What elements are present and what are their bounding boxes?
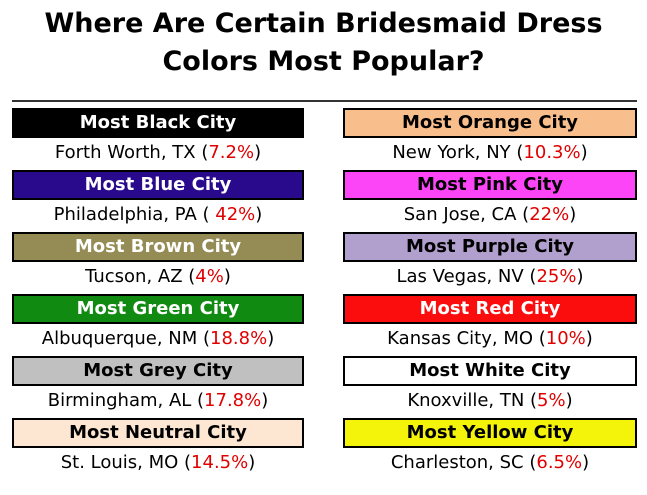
city-name: St. Louis, MO ( xyxy=(60,452,192,473)
percentage: 42% xyxy=(215,204,256,225)
close-paren: ) xyxy=(569,204,577,225)
category-label: Most Purple City xyxy=(343,232,637,262)
title-line: Colors Most Popular? xyxy=(162,46,485,77)
city-name: Kansas City, MO ( xyxy=(387,328,546,349)
category-label: Most Brown City xyxy=(12,232,304,262)
city-name: Albuquerque, NM ( xyxy=(41,328,210,349)
close-paren: ) xyxy=(582,452,590,473)
close-paren: ) xyxy=(580,142,588,163)
city-name: Knoxville, TN ( xyxy=(407,390,538,411)
category-label: Most Red City xyxy=(343,294,637,324)
close-paren: ) xyxy=(248,452,256,473)
city-name: Tucson, AZ ( xyxy=(85,266,196,287)
percentage: 6.5% xyxy=(536,452,583,473)
city-line: Albuquerque, NM (18.8%) xyxy=(12,327,304,351)
category-label: Most Yellow City xyxy=(343,418,637,448)
category-label: Most Orange City xyxy=(343,108,637,138)
percentage: 7.2% xyxy=(208,142,255,163)
category-label: Most Blue City xyxy=(12,170,304,200)
category-label: Most Black City xyxy=(12,108,304,138)
percentage: 10.3% xyxy=(523,142,581,163)
percentage: 18.8% xyxy=(210,328,268,349)
city-name: San Jose, CA ( xyxy=(403,204,530,225)
city-line: Kansas City, MO (10%) xyxy=(343,327,637,351)
city-line: Charleston, SC (6.5%) xyxy=(343,451,637,475)
close-paren: ) xyxy=(261,390,269,411)
divider xyxy=(12,100,637,102)
city-line: Forth Worth, TX (7.2%) xyxy=(12,141,304,165)
close-paren: ) xyxy=(565,390,573,411)
percentage: 10% xyxy=(545,328,586,349)
city-line: New York, NY (10.3%) xyxy=(343,141,637,165)
city-name: New York, NY ( xyxy=(392,142,524,163)
city-name: Philadelphia, PA ( xyxy=(53,204,216,225)
city-line: Tucson, AZ (4%) xyxy=(12,265,304,289)
percentage: 14.5% xyxy=(191,452,249,473)
category-label: Most Green City xyxy=(12,294,304,324)
category-label: Most White City xyxy=(343,356,637,386)
percentage: 4% xyxy=(195,266,224,287)
city-name: Las Vegas, NV ( xyxy=(396,266,537,287)
category-label: Most Pink City xyxy=(343,170,637,200)
title-line: Where Are Certain Bridesmaid Dress xyxy=(44,8,603,39)
city-line: San Jose, CA (22%) xyxy=(343,203,637,227)
close-paren: ) xyxy=(576,266,584,287)
percentage: 22% xyxy=(529,204,570,225)
percentage: 17.8% xyxy=(204,390,262,411)
close-paren: ) xyxy=(254,142,262,163)
category-label: Most Grey City xyxy=(12,356,304,386)
city-line: Birmingham, AL (17.8%) xyxy=(12,389,304,413)
city-line: Knoxville, TN (5%) xyxy=(343,389,637,413)
close-paren: ) xyxy=(223,266,231,287)
city-name: Birmingham, AL ( xyxy=(47,390,205,411)
city-name: Charleston, SC ( xyxy=(390,452,537,473)
city-line: Las Vegas, NV (25%) xyxy=(343,265,637,289)
percentage: 5% xyxy=(537,390,566,411)
close-paren: ) xyxy=(255,204,263,225)
city-line: St. Louis, MO (14.5%) xyxy=(12,451,304,475)
category-label: Most Neutral City xyxy=(12,418,304,448)
city-name: Forth Worth, TX ( xyxy=(54,142,209,163)
percentage: 25% xyxy=(536,266,577,287)
close-paren: ) xyxy=(585,328,593,349)
city-line: Philadelphia, PA ( 42%) xyxy=(12,203,304,227)
close-paren: ) xyxy=(267,328,275,349)
